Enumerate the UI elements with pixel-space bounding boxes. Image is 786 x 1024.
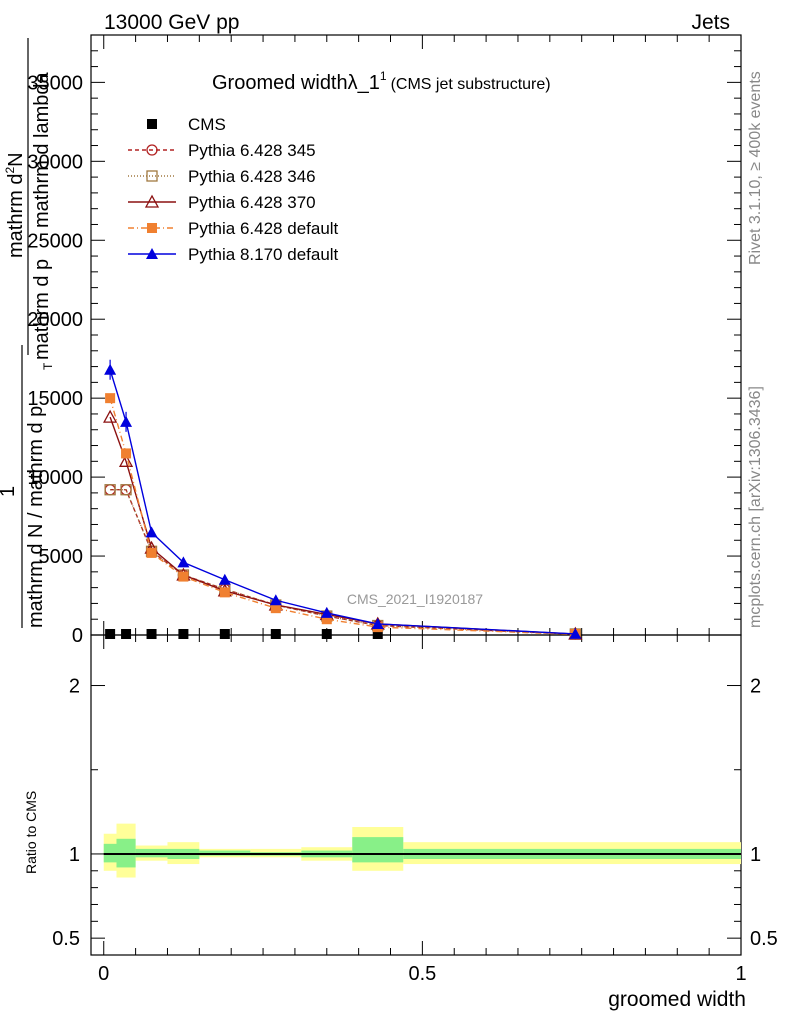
data-point bbox=[321, 629, 332, 639]
series-pythia-6-428-370 bbox=[103, 409, 583, 640]
y-tick-label: 0 bbox=[72, 625, 83, 647]
ylabel-numerator-top: mathrm d2N bbox=[3, 152, 27, 258]
legend-marker bbox=[146, 248, 158, 259]
x-tick-label: 1 bbox=[735, 963, 746, 985]
legend: CMS Pythia 6.428 345 Pythia 6.428 346 Pythi… bbox=[128, 115, 339, 264]
series-layer bbox=[103, 359, 583, 640]
y-tick-label: 20000 bbox=[27, 309, 83, 331]
y-axis-label-main: mathrm d2N mathrm d p mathrm d lambda 1 … bbox=[0, 38, 55, 628]
data-point bbox=[145, 526, 158, 538]
data-point bbox=[178, 629, 189, 639]
watermark: CMS_2021_I1920187 bbox=[347, 591, 483, 607]
data-point bbox=[218, 573, 231, 585]
legend-item: Pythia 6.428 370 bbox=[128, 193, 316, 212]
legend-item: Pythia 6.428 345 bbox=[128, 141, 316, 160]
legend-marker bbox=[147, 223, 157, 233]
data-point bbox=[120, 484, 132, 496]
data-point bbox=[121, 448, 132, 459]
legend-marker bbox=[146, 170, 158, 182]
ylabel-sub-T: T bbox=[41, 362, 55, 370]
plot-title-sub: (CMS jet substructure) bbox=[391, 76, 551, 93]
header-right: Jets bbox=[691, 11, 730, 34]
data-point bbox=[103, 409, 118, 423]
legend-item: CMS bbox=[147, 115, 226, 134]
legend-label: Pythia 6.428 346 bbox=[188, 167, 316, 186]
legend-marker bbox=[147, 119, 157, 129]
legend-label: Pythia 6.428 370 bbox=[188, 193, 316, 212]
series-line bbox=[110, 489, 576, 635]
y-tick-label: 10000 bbox=[27, 467, 83, 489]
ylabel-full-bottom: mathrm d N / mathrm d p bbox=[25, 406, 47, 628]
data-point bbox=[270, 603, 281, 614]
rivet-label: Rivet 3.1.10, ≥ 400k events bbox=[747, 71, 764, 265]
legend-item: Pythia 6.428 default bbox=[128, 219, 339, 238]
ratio-y-tick-label: 1 bbox=[69, 844, 80, 866]
y-tick-label: 35000 bbox=[27, 72, 83, 94]
ratio-y-tick-label: 2 bbox=[69, 676, 80, 698]
y-tick-label: 25000 bbox=[27, 230, 83, 252]
plot-title: Groomed widthλ_11 (CMS jet substructure) bbox=[212, 69, 551, 94]
legend-item: Pythia 8.170 default bbox=[128, 245, 339, 264]
ratio-plot-frame bbox=[90, 634, 742, 956]
main-y-ticks: 0 5000 10000 15000 20000 25000 30000 35000 bbox=[27, 34, 742, 647]
legend-marker bbox=[144, 194, 160, 208]
data-point bbox=[219, 587, 230, 598]
plot-title-main: Groomed width bbox=[212, 72, 348, 94]
x-axis-label: groomed width bbox=[608, 988, 746, 1011]
y-tick-label: 15000 bbox=[27, 388, 83, 410]
data-point bbox=[146, 547, 157, 558]
data-point bbox=[270, 629, 281, 639]
data-point bbox=[146, 629, 157, 639]
header-left: 13000 GeV pp bbox=[104, 11, 239, 34]
data-point bbox=[177, 556, 190, 568]
data-point bbox=[118, 453, 134, 467]
ratio-inner-band bbox=[352, 837, 404, 863]
series-line bbox=[109, 397, 576, 636]
data-point bbox=[105, 629, 116, 639]
x-tick-label: 0.5 bbox=[408, 963, 436, 985]
series-line bbox=[109, 369, 576, 635]
legend-label: CMS bbox=[188, 115, 226, 134]
legend-label: Pythia 6.428 default bbox=[188, 219, 339, 238]
ratio-y-tick-label: 0.5 bbox=[52, 928, 80, 950]
legend-label: Pythia 6.428 345 bbox=[188, 141, 316, 160]
data-point bbox=[219, 629, 230, 639]
data-point bbox=[120, 415, 133, 427]
data-point bbox=[320, 606, 333, 618]
series-pythia-6-428-default bbox=[105, 393, 581, 639]
data-point bbox=[178, 571, 189, 582]
data-point bbox=[104, 363, 117, 375]
data-point bbox=[569, 627, 582, 639]
plot-title-symbol: λ_1 bbox=[348, 72, 380, 94]
data-point bbox=[121, 629, 132, 639]
ratio-ticks: 0.5 0.51 12 20 0.5 1 bbox=[52, 635, 778, 985]
legend-item: Pythia 6.428 346 bbox=[128, 167, 316, 186]
ylabel-denominator-b: mathrm d lambda bbox=[31, 72, 53, 228]
x-tick-label: 0 bbox=[98, 963, 109, 985]
y-tick-label: 30000 bbox=[27, 151, 83, 173]
ylabel-denominator-a: mathrm d p bbox=[31, 259, 53, 360]
legend-marker bbox=[146, 144, 158, 156]
series-line bbox=[109, 416, 576, 635]
data-point bbox=[321, 614, 332, 625]
y-axis-label-ratio: Ratio to CMS bbox=[23, 791, 39, 874]
series-line bbox=[110, 489, 576, 635]
data-point bbox=[105, 393, 116, 404]
legend-label: Pythia 8.170 default bbox=[188, 245, 339, 264]
ylabel-one: 1 bbox=[0, 486, 19, 497]
data-point bbox=[372, 629, 383, 639]
ratio-y-tick-label-right: 1 bbox=[750, 844, 761, 866]
data-point bbox=[371, 617, 384, 629]
series-pythia-8-170-default bbox=[104, 359, 582, 639]
ratio-bands bbox=[103, 823, 741, 878]
plot-title-superscript: 1 bbox=[380, 69, 387, 83]
data-point bbox=[104, 484, 116, 496]
ratio-y-tick-label-right: 0.5 bbox=[750, 928, 778, 950]
ratio-y-tick-label-right: 2 bbox=[750, 676, 761, 698]
mcplots-label: mcplots.cern.ch [arXiv:1306.3436] bbox=[747, 386, 764, 628]
y-tick-label: 5000 bbox=[39, 546, 84, 568]
data-point bbox=[269, 594, 282, 606]
